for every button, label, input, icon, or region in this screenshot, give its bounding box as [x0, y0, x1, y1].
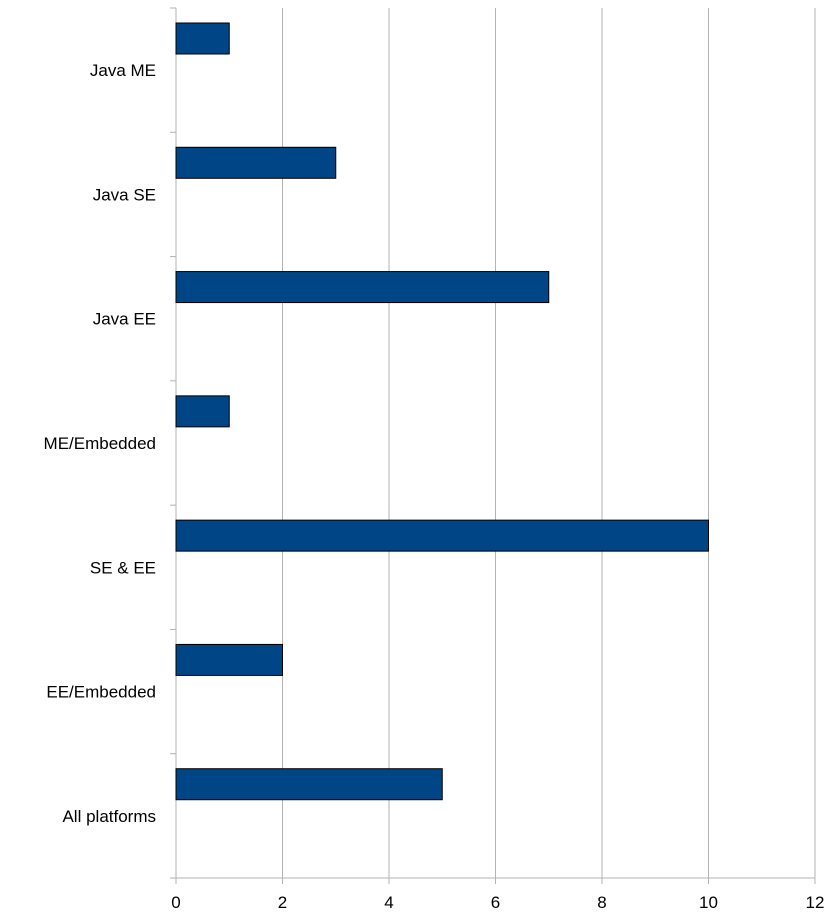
- gridlines: [282, 8, 816, 884]
- x-tick-label: 4: [384, 893, 393, 912]
- x-tick-label: 8: [597, 893, 606, 912]
- x-tick-label: 12: [806, 893, 825, 912]
- category-label: SE & EE: [90, 558, 156, 577]
- category-label: Java SE: [93, 185, 156, 204]
- category-label: All platforms: [62, 807, 156, 826]
- bar: [175, 519, 709, 552]
- bar: [175, 643, 283, 676]
- x-tick-label: 0: [171, 893, 180, 912]
- bars: [175, 22, 709, 801]
- category-labels: Java ME Java SE Java EE ME/Embedded SE & EE E…: [44, 61, 156, 826]
- x-tick-label: 10: [699, 893, 718, 912]
- category-label: Java ME: [90, 61, 156, 80]
- bar: [175, 395, 230, 428]
- category-label: EE/Embedded: [46, 683, 156, 702]
- bar: [175, 768, 443, 801]
- bar: [175, 146, 337, 179]
- x-tick-label: 6: [491, 893, 500, 912]
- axes: [170, 7, 815, 884]
- bar: [175, 271, 550, 304]
- x-tick-label: 2: [278, 893, 287, 912]
- category-label: ME/Embedded: [44, 434, 156, 453]
- x-tick-labels: 0 2 4 6 8 10 12: [171, 893, 824, 912]
- bar: [175, 22, 230, 55]
- category-label: Java EE: [93, 310, 156, 329]
